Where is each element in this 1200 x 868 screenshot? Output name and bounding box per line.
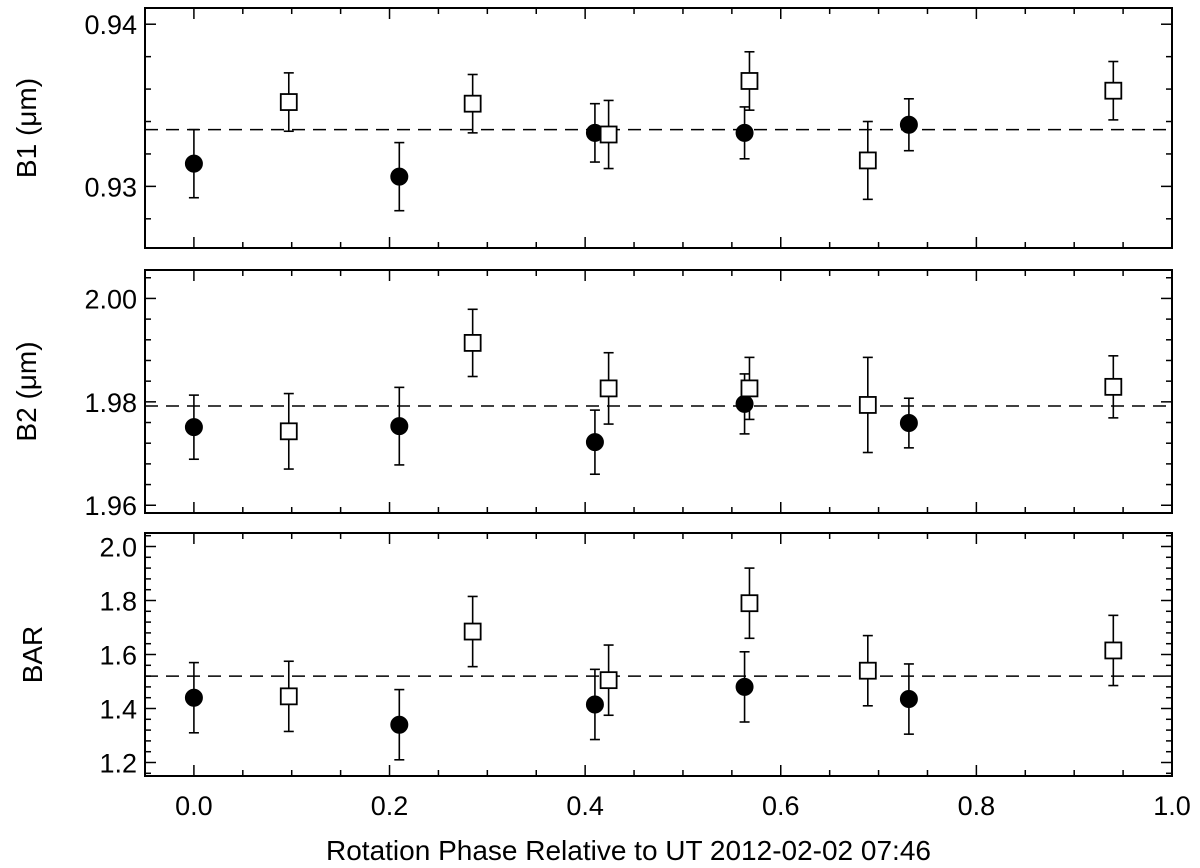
data-point <box>463 94 482 113</box>
series-filled-circle <box>184 98 918 212</box>
data-point <box>740 379 759 398</box>
data-point <box>599 671 618 690</box>
data-point <box>735 394 754 413</box>
x-tick-label: 0.8 <box>958 791 996 821</box>
series-open-square <box>279 50 1123 201</box>
data-point <box>899 115 918 134</box>
x-tick-label: 0.2 <box>371 791 409 821</box>
data-point <box>184 418 203 437</box>
data-point <box>735 677 754 696</box>
data-point <box>1104 377 1123 396</box>
y-axis-label: B2 (μm) <box>11 341 42 441</box>
data-point <box>279 687 298 706</box>
x-tick-label: 0.4 <box>566 791 604 821</box>
x-axis-label: Rotation Phase Relative to UT 2012-02-02… <box>326 835 931 866</box>
y-tick-label: 1.96 <box>84 491 137 521</box>
data-point <box>740 594 759 613</box>
data-point <box>279 93 298 111</box>
series-filled-circle <box>184 650 918 761</box>
x-tick-label: 1.0 <box>1153 791 1191 821</box>
data-point <box>463 622 482 641</box>
x-tick-label: 0.6 <box>762 791 800 821</box>
panel-frame <box>144 532 1173 777</box>
data-point <box>184 154 203 173</box>
x-tick-label: 0.0 <box>175 791 213 821</box>
y-tick-label: 0.93 <box>84 172 137 202</box>
data-point <box>390 715 409 734</box>
series-filled-circle <box>184 373 918 476</box>
data-point <box>899 414 918 433</box>
panel-frame <box>144 269 1173 514</box>
data-point <box>184 688 203 707</box>
data-point <box>279 422 298 441</box>
y-tick-label: 2.00 <box>84 284 137 314</box>
panel-frame <box>144 7 1173 249</box>
y-axis-label: BAR <box>17 626 48 684</box>
data-point <box>585 433 604 452</box>
data-point <box>735 123 754 142</box>
data-point <box>858 151 877 170</box>
data-point <box>599 125 618 144</box>
data-point <box>585 695 604 714</box>
series-open-square <box>279 308 1123 470</box>
panel-2: 1.96 1.98 2.00 B2 (μm) <box>11 269 1173 521</box>
data-point <box>390 417 409 436</box>
data-point <box>390 167 409 186</box>
y-tick-label: 1.2 <box>99 749 137 779</box>
panel-1: 0.93 0.94 B1 (μm) <box>11 7 1173 249</box>
data-point <box>463 333 482 352</box>
y-axis-label: B1 (μm) <box>11 78 42 178</box>
y-tick-label: 1.4 <box>99 695 137 725</box>
data-point <box>858 661 877 680</box>
panel-3: 1.2 1.4 1.6 1.8 2.0 BAR 0.0 0.2 0.4 0.6 0.8 1.0 Rota… <box>17 532 1191 866</box>
data-point <box>599 379 618 398</box>
data-point <box>858 396 877 414</box>
y-tick-label: 2.0 <box>99 533 137 563</box>
series-open-square <box>279 567 1123 733</box>
y-tick-label: 1.98 <box>84 388 137 418</box>
data-point <box>899 690 918 709</box>
data-point <box>740 72 759 90</box>
y-tick-label: 1.6 <box>99 641 137 671</box>
y-tick-label: 0.94 <box>84 10 137 40</box>
data-point <box>1104 641 1123 660</box>
y-tick-label: 1.8 <box>99 587 137 617</box>
data-point <box>1104 81 1123 100</box>
